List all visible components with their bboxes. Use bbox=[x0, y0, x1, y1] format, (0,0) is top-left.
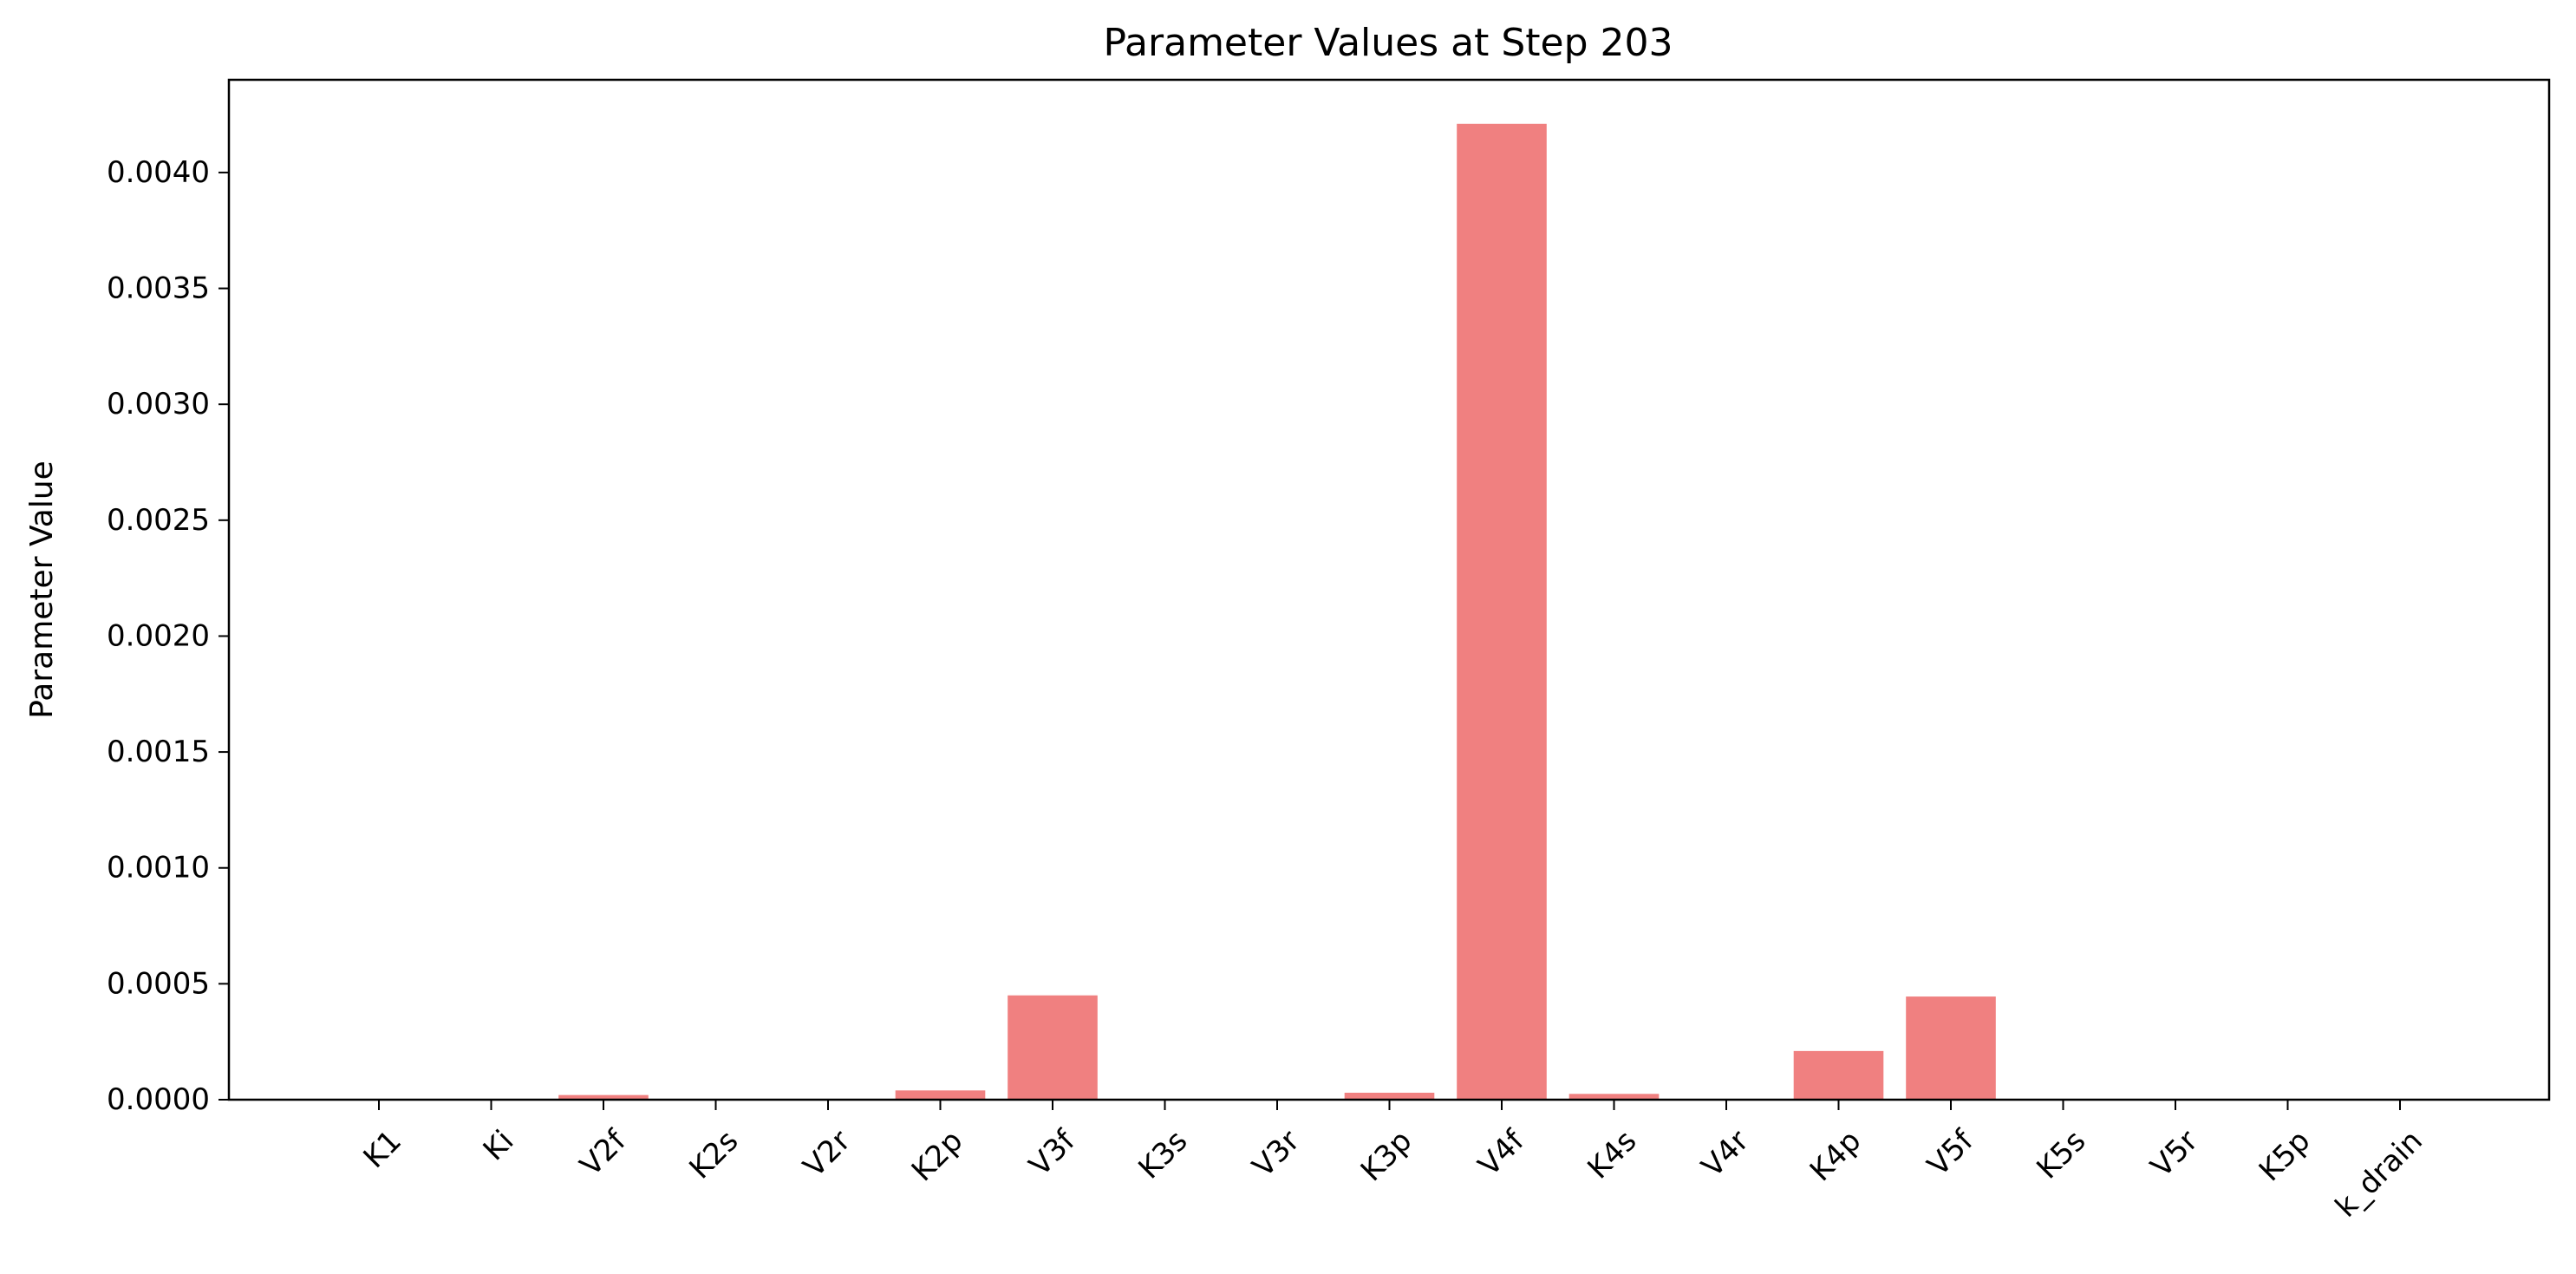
chart-title: Parameter Values at Step 203 bbox=[1104, 21, 1673, 65]
bars-layer bbox=[558, 123, 1996, 1100]
bar-V3f bbox=[1008, 995, 1098, 1100]
y-tick-label-8: 0.0040 bbox=[107, 155, 210, 190]
bar-K2p bbox=[895, 1090, 986, 1100]
y-axis-title: Parameter Value bbox=[24, 461, 60, 719]
y-tick-label-0: 0.0000 bbox=[107, 1082, 210, 1117]
y-tick-label-7: 0.0035 bbox=[107, 271, 210, 306]
plot-frame bbox=[227, 78, 2551, 1101]
y-tick-label-5: 0.0025 bbox=[107, 503, 210, 538]
bar-V5f bbox=[1906, 996, 1996, 1100]
bar-K4p bbox=[1793, 1050, 1884, 1100]
bar-V2f bbox=[558, 1094, 649, 1100]
bar-V4f bbox=[1457, 123, 1547, 1100]
bar-K3p bbox=[1344, 1092, 1435, 1100]
y-tick-label-3: 0.0015 bbox=[107, 735, 210, 769]
y-tick-label-1: 0.0005 bbox=[107, 966, 210, 1001]
y-tick-label-2: 0.0010 bbox=[107, 851, 210, 885]
y-tick-label-6: 0.0030 bbox=[107, 387, 210, 421]
y-axis: 0.0000 0.0005 0.0010 0.0015 0.0020 0.0025 0.00… bbox=[107, 155, 229, 1117]
bar-K4s bbox=[1568, 1094, 1660, 1100]
y-tick-label-4: 0.0020 bbox=[107, 618, 210, 653]
